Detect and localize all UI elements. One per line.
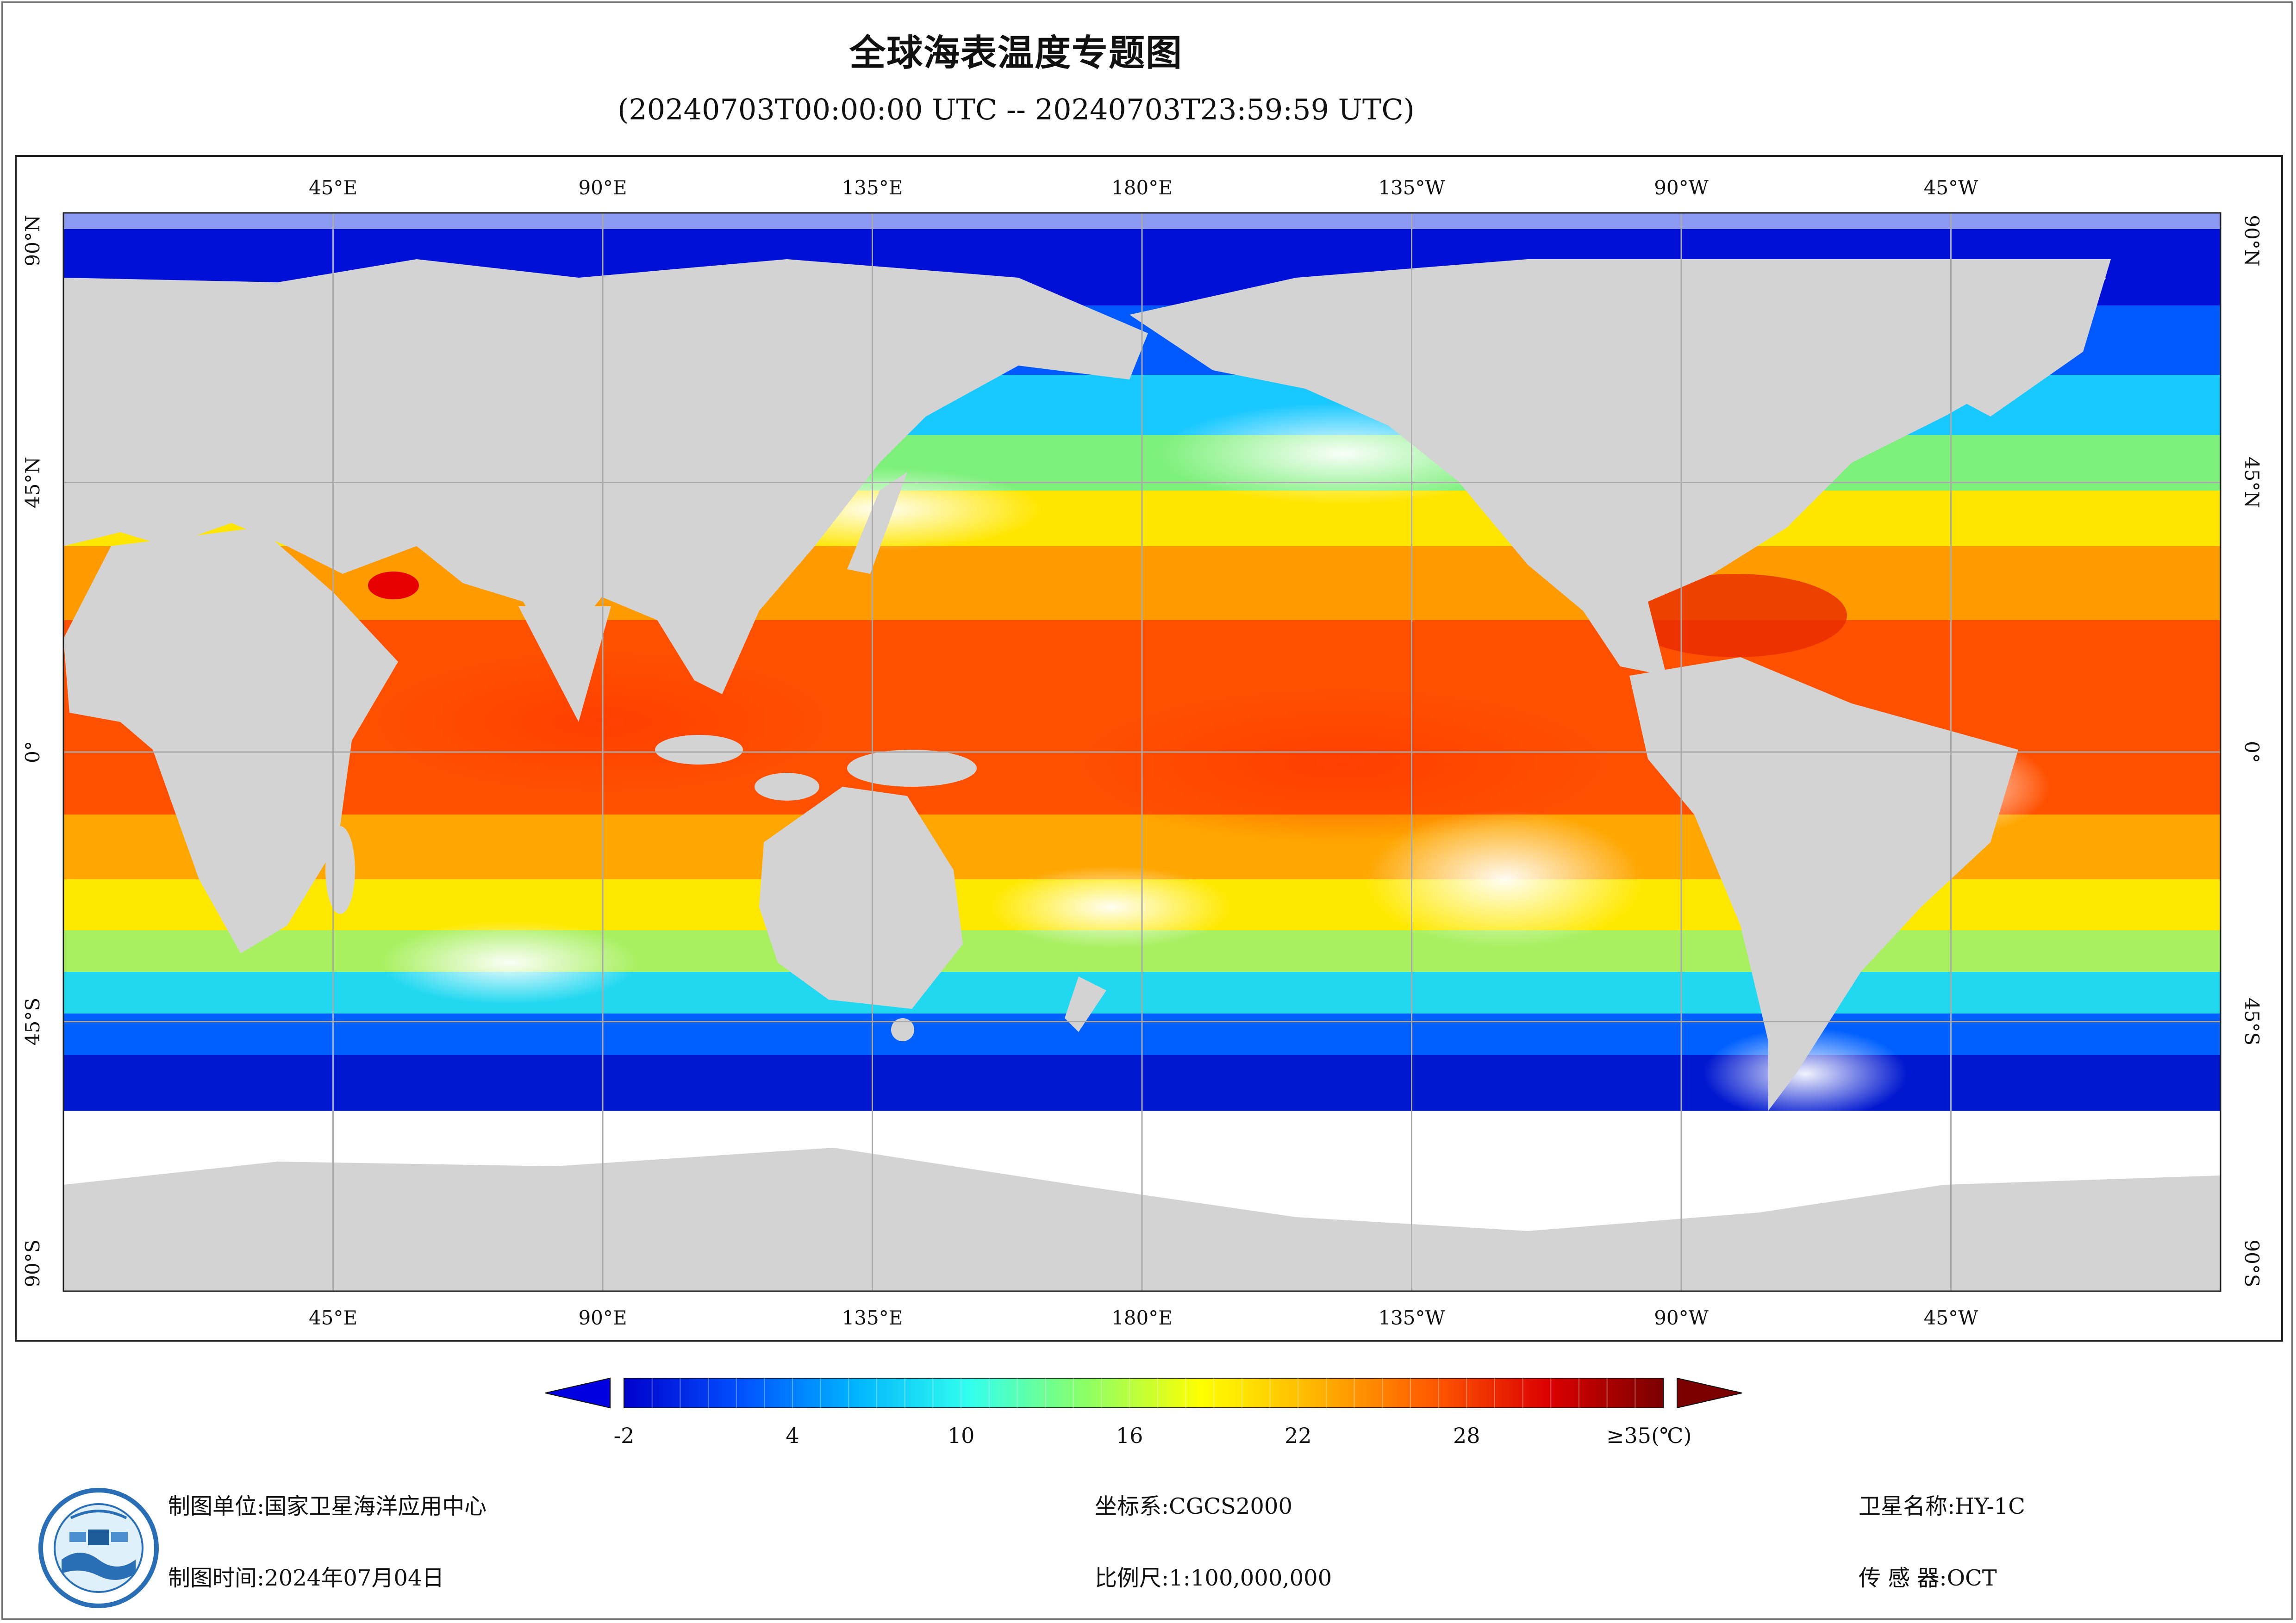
sst-map: 45°E 90°E 135°E 180°E 135°W 90°W 45°W 45°E 90°E 1… [21, 176, 2263, 1329]
lon-label-top: 180°E [1111, 176, 1173, 199]
lat-label-left: 0° [21, 741, 44, 763]
production-date: 制图时间:2024年07月04日 [168, 1565, 444, 1591]
lon-label-bottom: 135°W [1378, 1306, 1445, 1329]
lon-label-bottom: 135°E [842, 1306, 903, 1329]
lat-label-right: 90°S [2240, 1239, 2263, 1287]
satellite-name: 卫星名称:HY-1C [1859, 1493, 2025, 1519]
lon-label-bottom: 45°W [1924, 1306, 1978, 1329]
lat-label-right: 0° [2240, 741, 2263, 763]
lon-label-bottom: 45°E [309, 1306, 357, 1329]
coordinate-system: 坐标系:CGCS2000 [1095, 1493, 1293, 1519]
lon-label-top: 135°W [1378, 176, 1445, 199]
lon-label-bottom: 180°E [1111, 1306, 1173, 1329]
lat-label-right: 45°N [2240, 457, 2263, 508]
nsoas-logo-icon [38, 1488, 159, 1608]
lat-label-left: 90°S [21, 1239, 44, 1287]
map-data-border [62, 212, 2221, 1292]
sensor-name: 传 感 器:OCT [1859, 1565, 1997, 1591]
lon-label-top: 90°W [1654, 176, 1709, 199]
map-tick-labels: 45°E 90°E 135°E 180°E 135°W 90°W 45°W 45°E 90°E 1… [21, 176, 2263, 1329]
lat-label-right: 45°S [2240, 998, 2263, 1045]
producer-label: 制图单位:国家卫星海洋应用中心 [168, 1493, 487, 1519]
graticule [63, 213, 2221, 1291]
lat-label-right: 90°N [2240, 215, 2263, 266]
map-scale: 比例尺:1:100,000,000 [1095, 1565, 1332, 1591]
page-subtitle: (20240703T00:00:00 UTC -- 20240703T23:59… [618, 93, 1415, 126]
lon-label-top: 45°W [1924, 176, 1978, 199]
lon-label-top: 90°E [578, 176, 627, 199]
map-frame [15, 155, 2283, 1342]
lat-label-left: 45°S [21, 998, 44, 1045]
lon-label-top: 45°E [309, 176, 357, 199]
page-title: 全球海表温度专题图 [849, 32, 1183, 74]
lat-label-left: 45°N [21, 457, 44, 508]
lat-label-left: 90°N [21, 215, 44, 266]
lon-label-bottom: 90°E [578, 1306, 627, 1329]
lon-label-top: 135°E [842, 176, 903, 199]
lon-label-bottom: 90°W [1654, 1306, 1709, 1329]
